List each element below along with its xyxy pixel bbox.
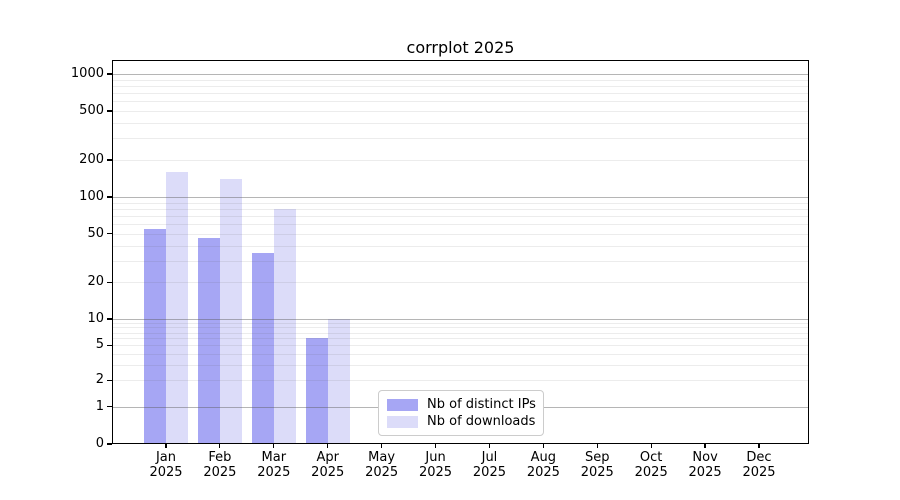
y-tick-label: 10 bbox=[87, 311, 104, 326]
x-tick-label-year: 2025 bbox=[149, 465, 183, 480]
x-tick-mark bbox=[219, 444, 221, 448]
x-tick-mark bbox=[165, 444, 167, 448]
y-tick-mark bbox=[107, 110, 112, 112]
x-tick-label-year: 2025 bbox=[580, 465, 614, 480]
legend-row-distinct-ips: Nb of distinct IPs bbox=[387, 397, 536, 412]
gridline-minor bbox=[113, 138, 808, 140]
y-tick-label: 100 bbox=[79, 189, 104, 204]
gridline-minor bbox=[113, 215, 808, 217]
x-tick-label-month: Jan bbox=[155, 450, 177, 465]
gridline-minor bbox=[113, 202, 808, 204]
y-tick-label: 1 bbox=[95, 398, 104, 414]
y-tick-label: 5 bbox=[95, 337, 104, 353]
y-tick-mark bbox=[107, 318, 112, 320]
x-tick-label-month: Feb bbox=[208, 450, 232, 465]
y-tick-mark bbox=[107, 196, 112, 198]
gridline-minor bbox=[113, 208, 808, 210]
gridline-minor bbox=[113, 233, 808, 235]
bar-distinct-ips-jan bbox=[144, 228, 166, 444]
gridline-minor bbox=[113, 122, 808, 124]
x-tick-label-month: Nov bbox=[692, 450, 718, 465]
y-tick-mark bbox=[107, 159, 112, 161]
legend-label-downloads: Nb of downloads bbox=[427, 414, 536, 429]
bar-downloads-jan bbox=[166, 171, 188, 444]
x-tick-label-year: 2025 bbox=[257, 465, 291, 480]
x-tick-mark bbox=[596, 444, 598, 448]
x-tick-mark bbox=[327, 444, 329, 448]
bar-downloads-apr bbox=[327, 319, 350, 444]
x-tick-label-month: Oct bbox=[639, 450, 663, 465]
x-tick-label-year: 2025 bbox=[688, 465, 722, 480]
gridline-minor bbox=[113, 85, 808, 87]
bar-distinct-ips-feb bbox=[197, 238, 220, 444]
y-tick-label: 500 bbox=[79, 103, 104, 119]
x-tick-label-year: 2025 bbox=[526, 465, 560, 480]
y-tick-mark bbox=[107, 281, 112, 283]
legend-swatch-distinct-ips bbox=[387, 398, 418, 411]
x-tick-label-year: 2025 bbox=[203, 465, 237, 480]
bar-downloads-mar bbox=[273, 208, 296, 444]
y-tick-label: 0 bbox=[95, 436, 104, 451]
legend-row-downloads: Nb of downloads bbox=[387, 414, 535, 429]
y-tick-label: 200 bbox=[79, 151, 104, 167]
gridline-minor bbox=[113, 224, 808, 226]
x-tick-label-month: Aug bbox=[530, 450, 557, 465]
y-tick-label: 2 bbox=[95, 372, 104, 388]
legend: Nb of distinct IPs Nb of downloads bbox=[378, 390, 544, 436]
x-tick-label-month: Apr bbox=[316, 450, 339, 465]
x-tick-mark bbox=[650, 444, 652, 448]
gridline-major bbox=[113, 74, 808, 75]
y-tick-mark bbox=[107, 233, 112, 235]
x-tick-label-year: 2025 bbox=[742, 465, 776, 480]
gridline-minor bbox=[113, 79, 808, 81]
legend-label-distinct-ips: Nb of distinct IPs bbox=[427, 397, 536, 412]
x-tick-label-year: 2025 bbox=[472, 465, 506, 480]
x-tick-label-month: Sep bbox=[585, 450, 610, 465]
gridline-minor bbox=[113, 111, 808, 113]
y-tick-mark bbox=[107, 443, 112, 445]
x-tick-label-month: Jul bbox=[481, 450, 498, 465]
bar-downloads-feb bbox=[219, 179, 242, 444]
legend-swatch-downloads bbox=[387, 415, 418, 428]
y-tick-mark bbox=[107, 73, 112, 75]
gridline-minor bbox=[113, 101, 808, 103]
chart-title: corrplot 2025 bbox=[406, 38, 515, 57]
gridline-minor bbox=[113, 93, 808, 95]
gridline-major bbox=[113, 197, 808, 198]
x-tick-label-month: Dec bbox=[746, 450, 772, 465]
y-tick-label: 1000 bbox=[70, 66, 104, 81]
x-tick-mark bbox=[704, 444, 706, 448]
x-tick-label-year: 2025 bbox=[311, 465, 345, 480]
x-tick-label-month: Jun bbox=[425, 450, 446, 465]
x-tick-label-month: Mar bbox=[261, 450, 287, 465]
x-tick-mark bbox=[273, 444, 275, 448]
x-tick-mark bbox=[488, 444, 491, 448]
x-tick-mark bbox=[758, 444, 760, 448]
x-tick-label-month: May bbox=[368, 450, 396, 465]
x-tick-mark bbox=[434, 444, 437, 448]
y-tick-mark bbox=[107, 405, 112, 408]
bar-distinct-ips-apr bbox=[305, 338, 328, 444]
y-tick-label: 50 bbox=[87, 225, 104, 241]
y-tick-mark bbox=[107, 344, 112, 346]
y-tick-mark bbox=[107, 379, 112, 381]
bar-distinct-ips-mar bbox=[251, 252, 274, 444]
x-tick-mark bbox=[542, 444, 544, 448]
y-tick-label: 20 bbox=[87, 274, 104, 290]
x-tick-label-year: 2025 bbox=[365, 465, 399, 480]
x-tick-label-year: 2025 bbox=[634, 465, 668, 480]
gridline-minor bbox=[113, 159, 808, 161]
x-tick-mark bbox=[381, 444, 383, 448]
x-tick-label-year: 2025 bbox=[418, 465, 453, 480]
